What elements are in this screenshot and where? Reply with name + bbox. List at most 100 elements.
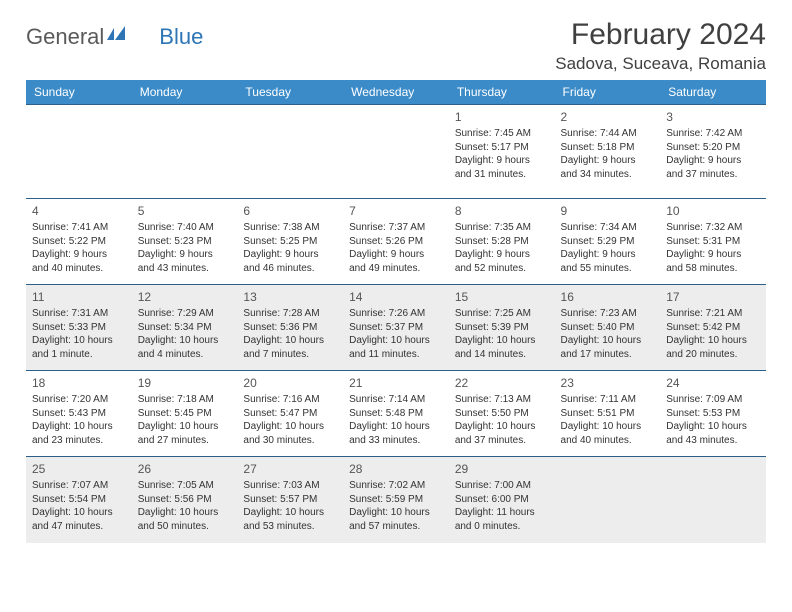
day-info-line: Sunrise: 7:40 AM [138, 221, 232, 235]
calendar-cell: 18Sunrise: 7:20 AMSunset: 5:43 PMDayligh… [26, 371, 132, 457]
day-number: 9 [561, 203, 655, 219]
day-info-line: Sunrise: 7:42 AM [666, 127, 760, 141]
day-info-line: Daylight: 9 hours and 49 minutes. [349, 248, 443, 275]
calendar-cell: 21 Sunrise: 7:14 AMSunset: 5:48 PMDayligh… [343, 371, 449, 457]
day-info-line: Daylight: 9 hours and 55 minutes. [561, 248, 655, 275]
logo: General Blue [26, 18, 203, 50]
day-number: 8 [455, 203, 549, 219]
day-info-line: Daylight: 9 hours and 43 minutes. [138, 248, 232, 275]
day-info-line: Daylight: 10 hours and 37 minutes. [455, 420, 549, 447]
calendar-cell: 2Sunrise: 7:44 AMSunset: 5:18 PMDaylight… [555, 105, 661, 199]
day-info-line: Sunset: 5:47 PM [243, 407, 337, 421]
day-number: 29 [455, 461, 549, 477]
day-info-line: Sunrise: 7:25 AM [455, 307, 549, 321]
calendar-week-row: 4Sunrise: 7:41 AMSunset: 5:22 PMDaylight… [26, 199, 766, 285]
day-info-line: Daylight: 10 hours and 17 minutes. [561, 334, 655, 361]
day-info-line: Sunrise: 7:41 AM [32, 221, 126, 235]
day-info-line: Sunrise: 7:09 AM [666, 393, 760, 407]
day-info-line: Daylight: 10 hours and 14 minutes. [455, 334, 549, 361]
day-number: 13 [243, 289, 337, 305]
day-info-line: Sunrise: 7:21 AM [666, 307, 760, 321]
day-info-line: Sunrise: 7:05 AM [138, 479, 232, 493]
day-info-line: Sunset: 5:17 PM [455, 141, 549, 155]
day-info-line: Daylight: 9 hours and 58 minutes. [666, 248, 760, 275]
day-info-line: Sunrise: 7:31 AM [32, 307, 126, 321]
calendar-cell: 15Sunrise: 7:25 AMSunset: 5:39 PMDayligh… [449, 285, 555, 371]
day-info-line: Sunset: 5:42 PM [666, 321, 760, 335]
day-info-line: Sunrise: 7:18 AM [138, 393, 232, 407]
day-number: 21 [349, 375, 443, 391]
day-info-line: Sunrise: 7:02 AM [349, 479, 443, 493]
day-info-line: Sunset: 5:50 PM [455, 407, 549, 421]
calendar-cell: 17 Sunrise: 7:21 AMSunset: 5:42 PMDayligh… [660, 285, 766, 371]
day-number: 26 [138, 461, 232, 477]
day-number: 7 [349, 203, 443, 219]
day-info-line: Daylight: 10 hours and 33 minutes. [349, 420, 443, 447]
day-number: 18 [32, 375, 126, 391]
day-number: 3 [666, 109, 760, 125]
calendar-body: 1Sunrise: 7:45 AMSunset: 5:17 PMDaylight… [26, 105, 766, 543]
month-title: February 2024 [555, 18, 766, 52]
day-info-line: Daylight: 10 hours and 4 minutes. [138, 334, 232, 361]
day-info-line: Daylight: 10 hours and 23 minutes. [32, 420, 126, 447]
calendar-cell: 19Sunrise: 7:18 AMSunset: 5:45 PMDayligh… [132, 371, 238, 457]
day-info-line: Daylight: 10 hours and 1 minute. [32, 334, 126, 361]
calendar-week-row: 18Sunrise: 7:20 AMSunset: 5:43 PMDayligh… [26, 371, 766, 457]
day-number: 16 [561, 289, 655, 305]
day-header: Tuesday [237, 80, 343, 105]
day-info-line: Sunset: 5:39 PM [455, 321, 549, 335]
day-info-line: Daylight: 9 hours and 34 minutes. [561, 154, 655, 181]
calendar-cell: 10Sunrise: 7:32 AMSunset: 5:31 PMDayligh… [660, 199, 766, 285]
day-info-line: Daylight: 10 hours and 7 minutes. [243, 334, 337, 361]
day-info-line: Sunrise: 7:28 AM [243, 307, 337, 321]
calendar-header-row: SundayMondayTuesdayWednesdayThursdayFrid… [26, 80, 766, 105]
day-info-line: Sunrise: 7:37 AM [349, 221, 443, 235]
day-info-line: Sunset: 5:40 PM [561, 321, 655, 335]
day-info-line: Daylight: 9 hours and 46 minutes. [243, 248, 337, 275]
day-info-line: Daylight: 10 hours and 20 minutes. [666, 334, 760, 361]
day-info-line: Sunrise: 7:13 AM [455, 393, 549, 407]
calendar-cell: 27Sunrise: 7:03 AMSunset: 5:57 PMDayligh… [237, 457, 343, 543]
calendar-cell: 20Sunrise: 7:16 AMSunset: 5:47 PMDayligh… [237, 371, 343, 457]
day-number: 17 [666, 289, 760, 305]
day-info-line: Sunset: 6:00 PM [455, 493, 549, 507]
day-number: 11 [32, 289, 126, 305]
calendar-cell: 6Sunrise: 7:38 AMSunset: 5:25 PMDaylight… [237, 199, 343, 285]
day-header: Thursday [449, 80, 555, 105]
calendar-cell: 23Sunrise: 7:11 AMSunset: 5:51 PMDayligh… [555, 371, 661, 457]
calendar-cell: 9Sunrise: 7:34 AMSunset: 5:29 PMDaylight… [555, 199, 661, 285]
day-info-line: Daylight: 10 hours and 50 minutes. [138, 506, 232, 533]
day-number: 14 [349, 289, 443, 305]
day-number: 22 [455, 375, 549, 391]
location-label: Sadova, Suceava, Romania [555, 54, 766, 74]
day-info-line: Daylight: 10 hours and 47 minutes. [32, 506, 126, 533]
day-info-line: Sunrise: 7:03 AM [243, 479, 337, 493]
day-number: 24 [666, 375, 760, 391]
day-info-line: Sunset: 5:18 PM [561, 141, 655, 155]
day-info-line: Daylight: 10 hours and 27 minutes. [138, 420, 232, 447]
day-info-line: Sunrise: 7:38 AM [243, 221, 337, 235]
day-info-line: Daylight: 10 hours and 53 minutes. [243, 506, 337, 533]
day-info-line: Sunrise: 7:44 AM [561, 127, 655, 141]
calendar-cell [555, 457, 661, 543]
day-info-line: Sunset: 5:53 PM [666, 407, 760, 421]
day-info-line: Sunset: 5:20 PM [666, 141, 760, 155]
day-info-line: Sunset: 5:34 PM [138, 321, 232, 335]
day-info-line: Sunrise: 7:14 AM [349, 393, 443, 407]
day-info-line: Daylight: 10 hours and 11 minutes. [349, 334, 443, 361]
day-info-line: Daylight: 10 hours and 40 minutes. [561, 420, 655, 447]
day-info-line: Sunset: 5:36 PM [243, 321, 337, 335]
day-info-line: Sunset: 5:48 PM [349, 407, 443, 421]
day-info-line: Sunset: 5:26 PM [349, 235, 443, 249]
day-header: Monday [132, 80, 238, 105]
calendar-cell: 8Sunrise: 7:35 AMSunset: 5:28 PMDaylight… [449, 199, 555, 285]
day-info-line: Daylight: 10 hours and 43 minutes. [666, 420, 760, 447]
calendar-cell: 5Sunrise: 7:40 AMSunset: 5:23 PMDaylight… [132, 199, 238, 285]
day-info-line: Sunrise: 7:11 AM [561, 393, 655, 407]
day-info-line: Sunset: 5:37 PM [349, 321, 443, 335]
day-info-line: Sunrise: 7:00 AM [455, 479, 549, 493]
calendar-cell [660, 457, 766, 543]
day-info-line: Sunrise: 7:26 AM [349, 307, 443, 321]
day-number: 23 [561, 375, 655, 391]
calendar-cell: 14 Sunrise: 7:26 AMSunset: 5:37 PMDayligh… [343, 285, 449, 371]
